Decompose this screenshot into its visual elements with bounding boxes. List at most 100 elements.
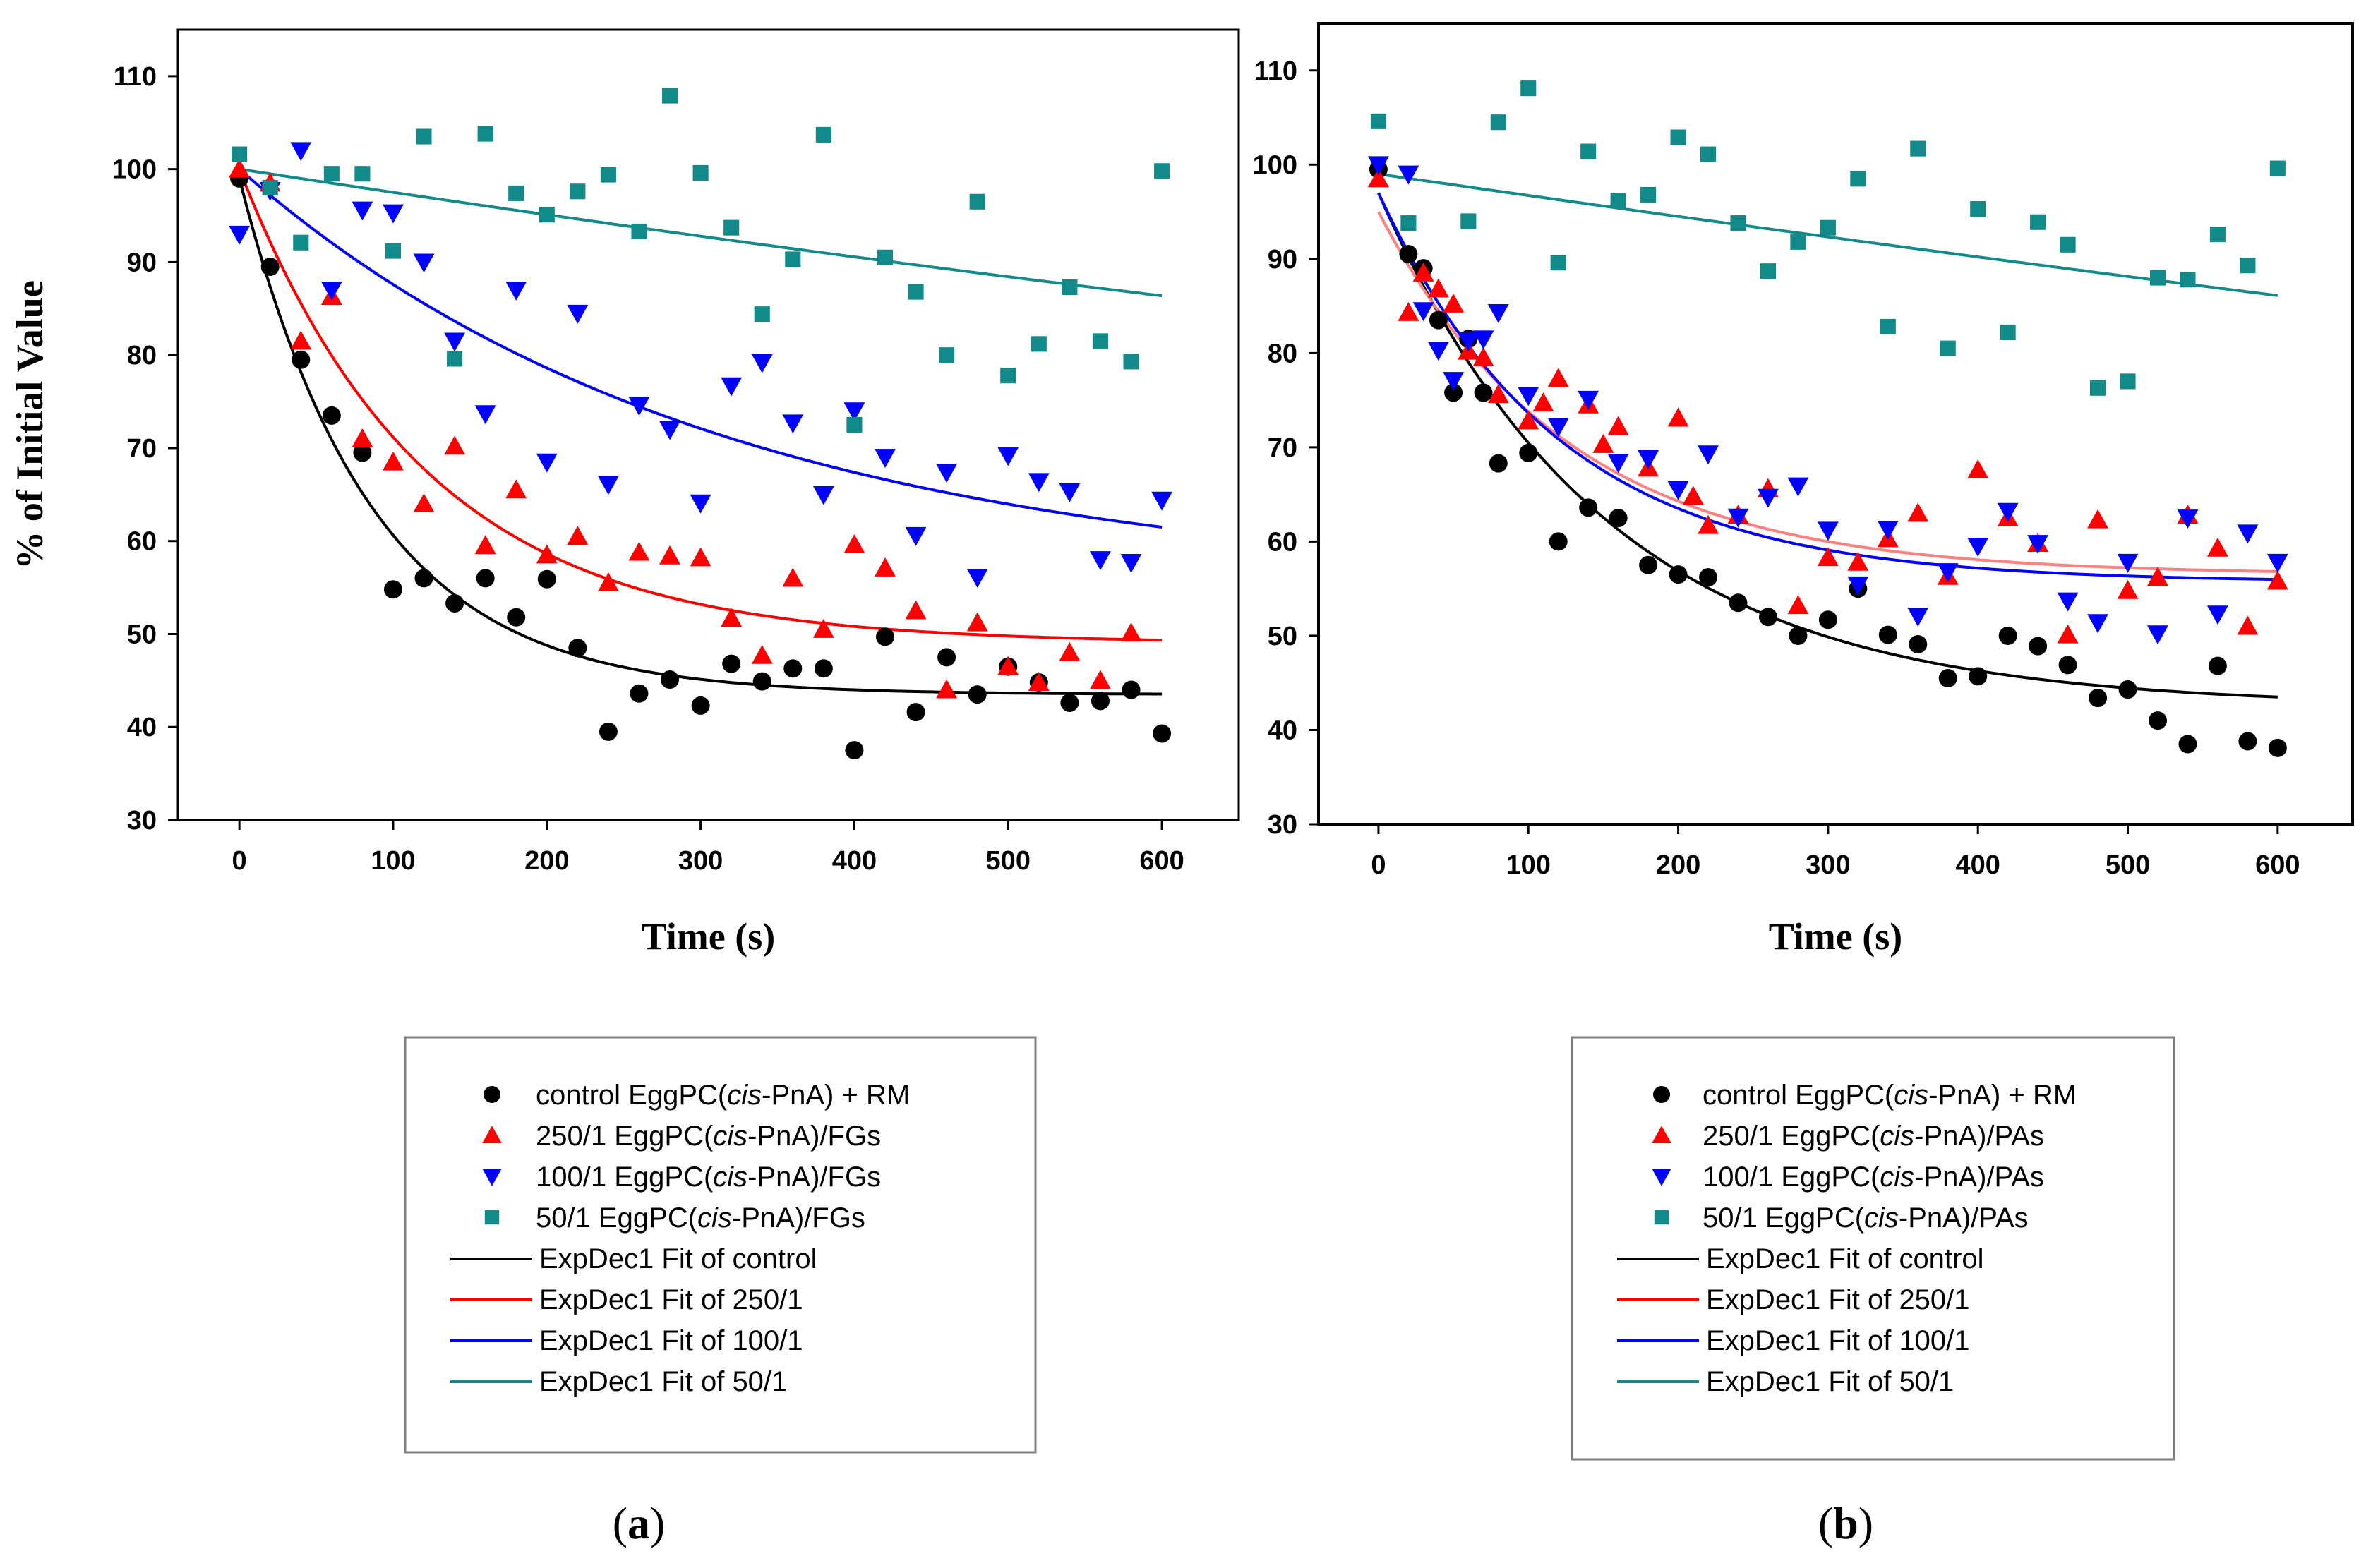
data-point [1817,521,1839,541]
data-point [1472,330,1494,350]
data-point [905,600,927,620]
series-100-1 [1367,156,2288,645]
data-point [477,126,493,142]
data-point [323,166,340,182]
legend-entry-label: ExpDec1 Fit of 50/1 [539,1366,787,1397]
data-point [1520,80,1537,97]
data-point [2237,524,2259,544]
data-point [1910,140,1926,157]
data-point [1998,626,2017,645]
data-point [353,443,372,462]
data-point [997,656,1019,675]
data-point [968,685,987,704]
fit-curve-2 [238,168,1163,529]
x-tick-label: 600 [2255,850,2300,880]
data-point [229,158,251,178]
legend-marker [1653,1086,1670,1103]
data-point [1549,532,1568,551]
legend-entry-label: ExpDec1 Fit of 100/1 [539,1325,803,1356]
data-point [1967,538,1989,557]
data-point [1907,502,1929,522]
data-point [1667,407,1689,427]
data-point [383,580,402,599]
legend-entry-label: 250/1 EggPC(cis-PnA)/PAs [1703,1121,2044,1152]
data-point [905,526,927,546]
y-tick-label: 40 [1268,716,1297,745]
data-point [1700,146,1717,162]
data-point [1592,433,1614,453]
data-point [1790,234,1806,250]
data-point [1028,672,1050,691]
chart-panel-a: 0 100 200 300 400 500 600 30 40 50 60 70 80 90 100 110 T… [8,28,1240,1548]
y-tick-label: 110 [1254,56,1297,86]
data-point [2117,579,2139,599]
data-point [843,534,865,553]
data-point [414,569,433,588]
data-point [1444,383,1463,402]
data-point [782,414,804,434]
series-control [1369,159,2287,757]
data-point [845,741,864,760]
y-tick-label: 80 [1268,339,1297,368]
data-point [1427,278,1449,298]
data-point [1787,477,1809,497]
data-point [2240,258,2256,274]
x-tick-label: 300 [678,846,723,876]
data-point [754,306,770,322]
legend-marker [484,1210,500,1225]
data-point [1123,354,1139,370]
data-point [1729,593,1748,613]
x-tick-label: 200 [1656,850,1700,880]
data-point [1400,215,1417,231]
data-point [1730,215,1746,231]
data-point [1938,669,1957,688]
data-point [1820,219,1836,236]
data-point [1639,555,1658,574]
x-tick-label: 0 [232,846,247,876]
data-point [539,207,555,223]
data-point [508,185,524,201]
data-point [1638,450,1659,469]
data-point [631,223,647,239]
data-point [1443,372,1465,392]
data-point [1547,368,1569,387]
data-point [383,204,404,224]
data-point [352,428,373,447]
data-point [906,703,925,722]
y-tick-label: 80 [127,341,157,370]
data-point [476,569,495,588]
data-point [505,479,527,499]
data-point [600,167,616,183]
data-point [320,281,342,301]
y-tick-label: 50 [127,620,157,649]
data-point [691,696,710,715]
y-tick-label: 100 [112,155,157,185]
data-point [1547,418,1569,438]
data-point [1487,303,1509,323]
data-point [815,126,831,143]
data-point [1909,634,1928,653]
data-point [260,258,280,276]
data-point [628,541,650,561]
data-point [2058,656,2077,675]
x-tick-label: 100 [371,846,415,876]
data-point [692,164,709,181]
legend-entry-label: ExpDec1 Fit of 250/1 [1706,1284,1970,1315]
data-point [1154,163,1170,179]
fit-curve-1 [1377,211,2278,573]
data-point [2206,537,2228,557]
legend-entry-label: ExpDec1 Fit of 250/1 [539,1284,803,1315]
data-point [1578,390,1599,410]
data-point [969,193,985,210]
data-point [568,639,587,658]
data-point [1398,301,1419,321]
x-axis-title: Time (s) [1769,915,1902,958]
fit-curve-2 [1377,192,2278,581]
data-point [2149,270,2166,286]
data-point [1489,454,1508,473]
data-point [293,234,309,251]
series-250-1 [229,158,1142,699]
data-point [939,347,955,363]
data-point [536,544,558,564]
panel-label: (b) [1818,1498,1873,1548]
